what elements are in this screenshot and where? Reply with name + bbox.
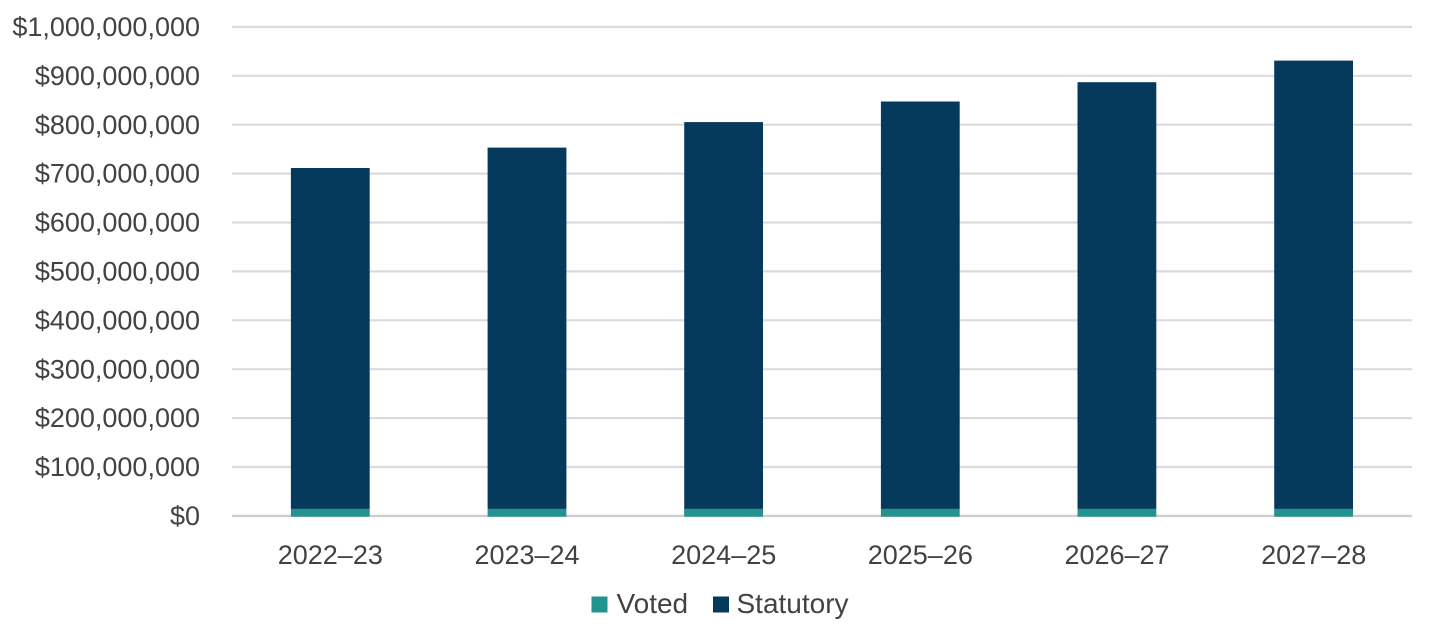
svg-text:2022–23: 2022–23 [278, 540, 383, 570]
svg-text:$800,000,000: $800,000,000 [35, 110, 200, 140]
svg-text:$1,000,000,000: $1,000,000,000 [12, 12, 200, 42]
svg-text:$400,000,000: $400,000,000 [35, 305, 200, 335]
svg-text:Statutory: Statutory [737, 588, 849, 619]
svg-text:$200,000,000: $200,000,000 [35, 403, 200, 433]
svg-text:$700,000,000: $700,000,000 [35, 159, 200, 189]
svg-text:$900,000,000: $900,000,000 [35, 61, 200, 91]
svg-text:$100,000,000: $100,000,000 [35, 452, 200, 482]
svg-text:$0: $0 [170, 501, 200, 531]
svg-text:$300,000,000: $300,000,000 [35, 354, 200, 384]
svg-text:2024–25: 2024–25 [671, 540, 776, 570]
svg-text:$500,000,000: $500,000,000 [35, 257, 200, 287]
svg-text:2023–24: 2023–24 [474, 540, 579, 570]
svg-text:2027–28: 2027–28 [1261, 540, 1366, 570]
svg-text:2026–27: 2026–27 [1064, 540, 1169, 570]
svg-text:$600,000,000: $600,000,000 [35, 208, 200, 238]
svg-text:Voted: Voted [617, 588, 689, 619]
svg-text:2025–26: 2025–26 [868, 540, 973, 570]
